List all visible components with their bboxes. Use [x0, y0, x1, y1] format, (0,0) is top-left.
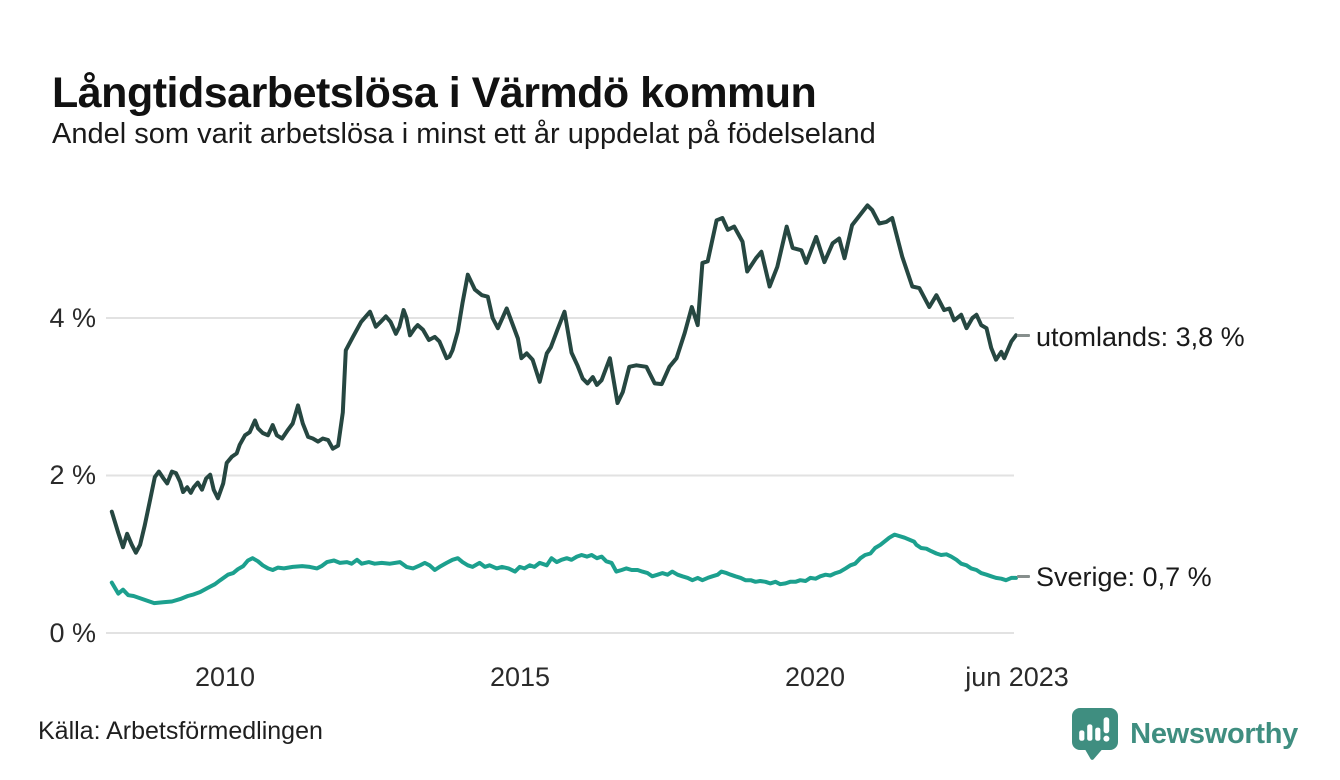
newsworthy-brand-name: Newsworthy [1130, 717, 1298, 750]
y-axis-tick-label: 0 % [49, 618, 96, 648]
x-axis-tick-label: jun 2023 [965, 662, 1069, 692]
newsworthy-brand: Newsworthy [1070, 706, 1298, 762]
newsworthy-logo-icon [1070, 706, 1120, 762]
series-label-utomlands: utomlands: 3,8 % [1036, 322, 1245, 352]
series-label-sverige: Sverige: 0,7 % [1036, 562, 1212, 592]
utomlands-label-dash [1017, 334, 1030, 337]
sverige-label-dash [1017, 575, 1030, 578]
y-axis-tick-label: 4 % [49, 303, 96, 333]
y-axis-tick-label: 2 % [49, 460, 96, 490]
series-line-utomlands [109, 203, 1018, 555]
source-credit: Källa: Arbetsförmedlingen [38, 717, 323, 745]
x-axis-tick-label: 2015 [489, 662, 551, 692]
x-axis-tick-label: 2020 [784, 662, 846, 692]
page-subtitle: Andel som varit arbetslösa i minst ett å… [52, 118, 876, 150]
page-title: Långtidsarbetslösa i Värmdö kommun [52, 68, 817, 117]
x-axis-tick-label: 2010 [194, 662, 256, 692]
series-line-sverige [109, 532, 1018, 606]
